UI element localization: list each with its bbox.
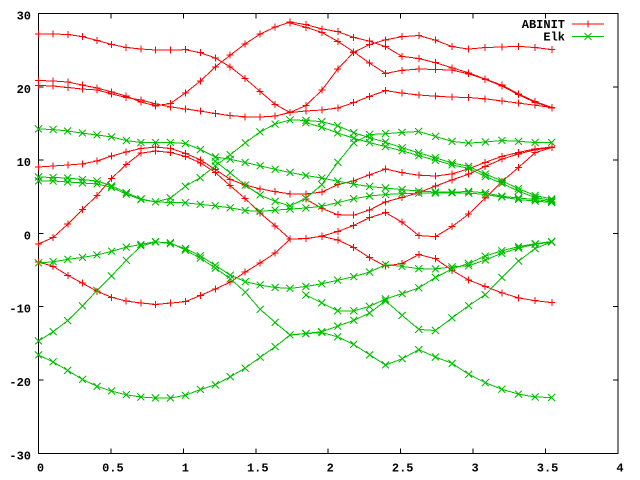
svg-text:ABINIT: ABINIT <box>522 18 565 32</box>
svg-text:1.5: 1.5 <box>247 462 269 476</box>
svg-text:3.5: 3.5 <box>537 462 559 476</box>
svg-text:0: 0 <box>37 462 44 476</box>
svg-text:2.5: 2.5 <box>392 462 414 476</box>
svg-text:-30: -30 <box>9 449 31 463</box>
svg-text:10: 10 <box>17 156 31 170</box>
svg-text:Elk: Elk <box>543 31 565 45</box>
svg-text:0: 0 <box>24 229 31 243</box>
svg-text:-20: -20 <box>9 376 31 390</box>
svg-text:-10: -10 <box>9 303 31 317</box>
svg-text:1: 1 <box>182 462 189 476</box>
svg-text:0.5: 0.5 <box>102 462 124 476</box>
svg-text:4: 4 <box>616 462 623 476</box>
svg-text:2: 2 <box>327 462 334 476</box>
svg-text:3: 3 <box>471 462 478 476</box>
svg-text:30: 30 <box>17 10 31 24</box>
svg-text:20: 20 <box>17 83 31 97</box>
